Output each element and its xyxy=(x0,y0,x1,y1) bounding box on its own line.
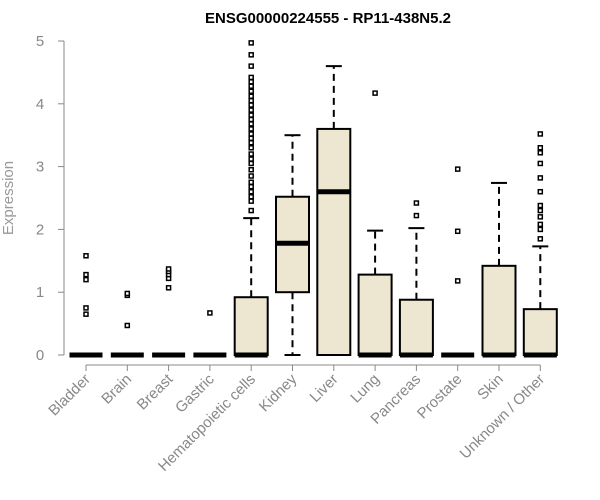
y-axis-label: Expression xyxy=(0,161,17,235)
outlier-point xyxy=(248,107,254,113)
outlier-point xyxy=(124,322,131,329)
outlier-point xyxy=(165,266,172,272)
outlier-point xyxy=(454,228,461,235)
outlier-point xyxy=(248,83,254,89)
outlier-point xyxy=(248,102,254,108)
outlier-point xyxy=(537,214,544,220)
x-tick-label: Lung xyxy=(347,371,383,407)
box-hematopoietic-cells xyxy=(233,40,269,358)
outlier-point xyxy=(248,112,254,118)
y-tick-label: 1 xyxy=(36,284,44,301)
y-axis: 0 1 2 3 4 5 xyxy=(36,33,65,364)
x-tick-label: Brain xyxy=(98,371,135,408)
outlier-point xyxy=(83,253,89,259)
box-breast xyxy=(152,266,186,358)
outlier-point xyxy=(454,278,461,284)
outlier-point xyxy=(537,175,544,181)
outlier-point xyxy=(537,236,544,242)
outlier-point xyxy=(248,151,254,157)
outlier-point xyxy=(248,160,254,167)
box-gastric xyxy=(193,310,227,358)
outlier-point xyxy=(413,212,420,219)
outlier-point xyxy=(248,173,254,179)
y-tick-label: 3 xyxy=(36,159,44,176)
outlier-point xyxy=(83,305,89,311)
outlier-point xyxy=(537,207,544,214)
outlier-point xyxy=(248,116,254,123)
x-tick-label: Liver xyxy=(307,371,342,406)
outlier-point xyxy=(248,88,254,94)
outlier-point xyxy=(248,183,254,190)
outlier-point xyxy=(248,193,254,200)
x-tick-label: Bladder xyxy=(45,371,94,420)
box-unknown-other xyxy=(522,131,558,358)
outlier-point xyxy=(124,290,131,297)
outlier-point xyxy=(248,121,254,127)
box-brain xyxy=(110,290,144,358)
box-body xyxy=(316,127,352,356)
box-liver xyxy=(316,65,352,356)
box-bladder xyxy=(69,253,103,358)
x-tick-label: Kidney xyxy=(256,370,301,415)
outlier-point xyxy=(248,79,254,85)
outlier-point xyxy=(248,166,254,173)
outlier-point xyxy=(248,131,254,137)
box-body xyxy=(233,296,269,356)
box-body xyxy=(398,298,434,356)
outlier-point xyxy=(248,188,254,195)
y-tick-label: 4 xyxy=(36,96,44,113)
box-pancreas xyxy=(398,200,434,358)
box-kidney xyxy=(275,134,310,356)
box-lung xyxy=(357,90,393,358)
outlier-point xyxy=(537,160,544,167)
box-skin xyxy=(481,181,517,358)
outlier-point xyxy=(165,285,172,291)
outlier-point xyxy=(207,310,213,316)
outlier-point xyxy=(248,93,254,100)
outlier-point xyxy=(248,156,254,162)
outlier-point xyxy=(413,200,420,206)
outlier-point xyxy=(248,126,254,132)
outlier-point xyxy=(537,145,544,151)
y-tick-label: 5 xyxy=(36,33,44,50)
outlier-point xyxy=(248,97,254,104)
outlier-point xyxy=(83,276,89,283)
chart-title: ENSG00000224555 - RP11-438N5.2 xyxy=(205,10,451,27)
outlier-point xyxy=(248,52,254,58)
box-body xyxy=(357,273,393,356)
outlier-point xyxy=(248,139,254,146)
x-tick-label: Skin xyxy=(474,371,507,404)
outlier-point xyxy=(537,202,544,209)
outlier-point xyxy=(248,198,254,204)
box-body xyxy=(522,308,558,357)
outlier-point xyxy=(83,311,89,317)
outlier-point xyxy=(248,207,254,214)
outlier-point xyxy=(248,145,254,151)
outlier-point xyxy=(454,166,461,172)
outlier-point xyxy=(372,90,378,96)
outlier-point xyxy=(83,271,89,278)
outlier-point xyxy=(248,63,254,69)
boxes-group xyxy=(69,40,558,358)
outlier-point xyxy=(248,135,254,142)
outlier-point xyxy=(537,188,544,195)
outlier-point xyxy=(248,74,254,81)
outlier-point xyxy=(537,131,544,137)
outlier-point xyxy=(537,150,544,156)
outlier-point xyxy=(248,179,254,186)
outlier-point xyxy=(537,226,544,233)
x-tick-label: Breast xyxy=(134,370,177,413)
outlier-point xyxy=(537,221,544,228)
x-tick-label: Prostate xyxy=(414,371,466,423)
outlier-point xyxy=(248,40,254,46)
y-tick-label: 0 xyxy=(36,347,44,364)
box-body xyxy=(481,264,517,357)
box-prostate xyxy=(441,166,475,358)
y-tick-label: 2 xyxy=(36,221,44,238)
